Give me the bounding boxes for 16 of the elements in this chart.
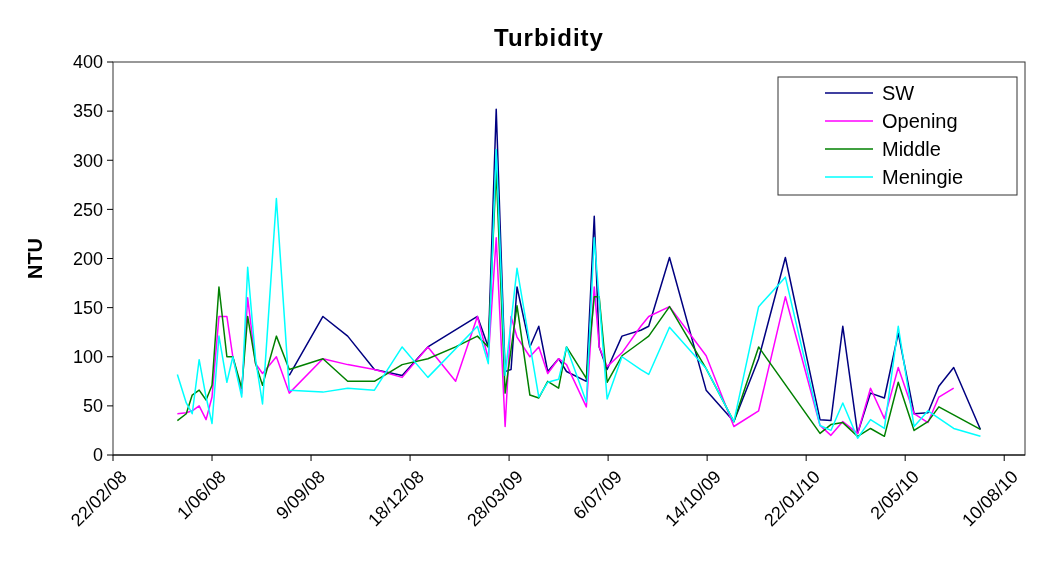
legend-label: Middle [882,138,941,160]
legend-label: Meningie [882,166,964,188]
y-tick-label: 100 [72,347,103,368]
legend-label: Opening [882,110,958,132]
y-tick-label: 0 [92,445,103,466]
y-tick-label: 400 [72,52,103,73]
y-tick-label: 250 [72,199,103,220]
y-tick-label: 50 [82,396,103,417]
y-tick-label: 150 [72,297,103,318]
y-tick-label: 350 [72,101,103,122]
y-axis-title: NTU [24,237,46,280]
chart-title: Turbidity [494,24,604,51]
y-tick-label: 300 [72,150,103,171]
line-series [176,237,955,437]
legend-label: SW [882,82,915,104]
y-tick-label: 200 [72,248,103,269]
